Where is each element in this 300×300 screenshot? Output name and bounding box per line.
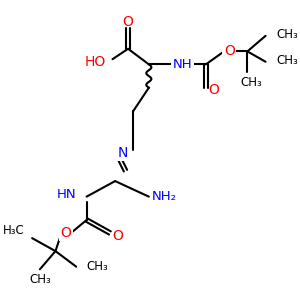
Text: NH: NH — [173, 58, 192, 71]
Text: CH₃: CH₃ — [276, 54, 298, 67]
Text: H₃C: H₃C — [3, 224, 24, 237]
Text: CH₃: CH₃ — [29, 273, 51, 286]
Text: HO: HO — [85, 55, 106, 69]
Text: O: O — [60, 226, 71, 240]
Text: O: O — [224, 44, 235, 58]
Text: N: N — [118, 146, 128, 160]
Text: O: O — [112, 229, 123, 242]
Text: CH₃: CH₃ — [87, 260, 108, 273]
Text: CH₃: CH₃ — [240, 76, 262, 89]
Text: O: O — [123, 15, 134, 28]
Text: O: O — [208, 83, 219, 97]
Text: HN: HN — [57, 188, 76, 200]
Text: NH₂: NH₂ — [152, 190, 177, 203]
Text: CH₃: CH₃ — [276, 28, 298, 41]
